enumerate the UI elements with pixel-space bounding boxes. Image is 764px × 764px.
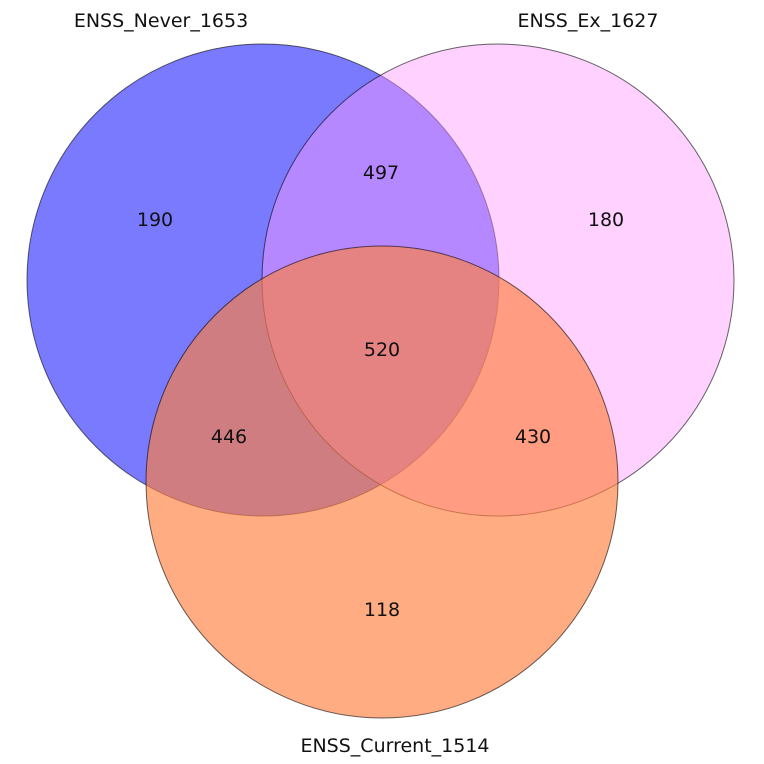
set-circle-current bbox=[145, 245, 619, 719]
region-count-all-three: 520 bbox=[364, 339, 400, 361]
set-label-current: ENSS_Current_1514 bbox=[300, 735, 489, 757]
region-count-current-only: 118 bbox=[364, 599, 400, 621]
set-label-ex: ENSS_Ex_1627 bbox=[518, 10, 659, 32]
region-count-ex-only: 180 bbox=[588, 209, 624, 231]
set-label-never: ENSS_Never_1653 bbox=[74, 10, 248, 32]
region-count-never-only: 190 bbox=[137, 209, 173, 231]
region-count-never-current: 446 bbox=[211, 426, 247, 448]
region-count-ex-current: 430 bbox=[515, 426, 551, 448]
region-count-never-ex: 497 bbox=[363, 162, 399, 184]
